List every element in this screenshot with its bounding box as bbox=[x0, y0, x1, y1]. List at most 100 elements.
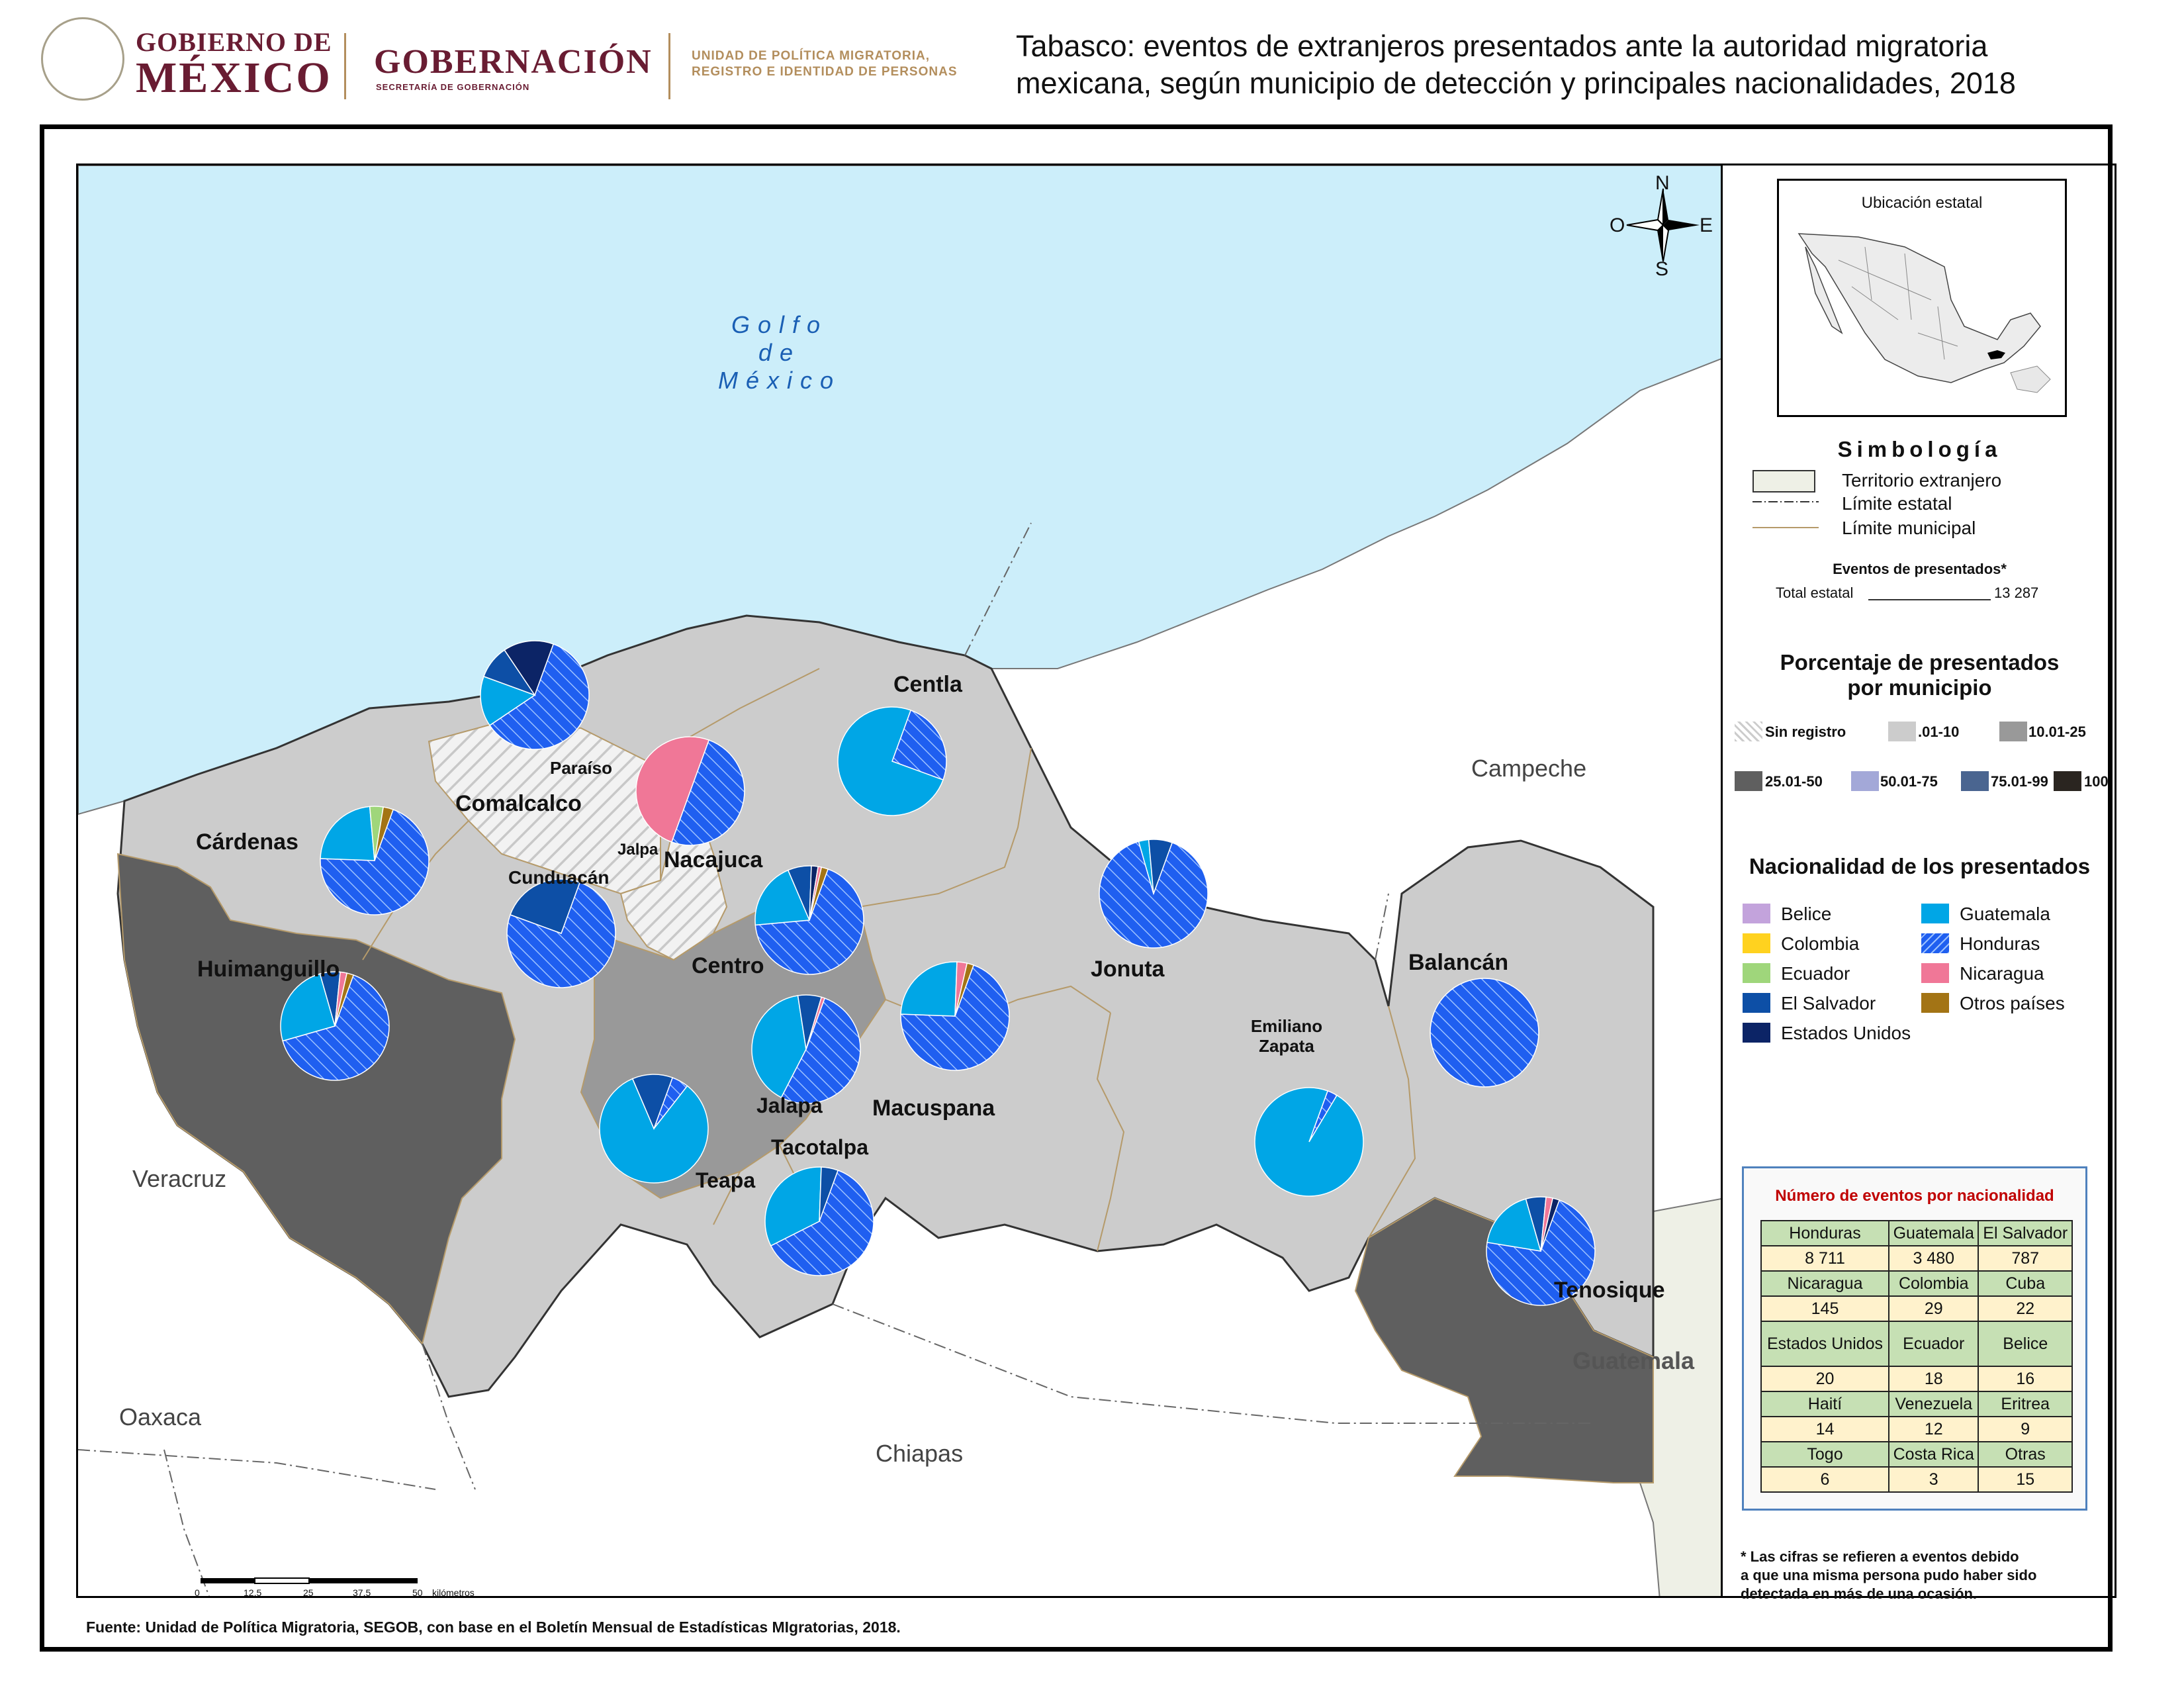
pie-slice-macuspana-guatemala bbox=[900, 961, 958, 1017]
nat-title: Nacionalidad de los presentados bbox=[1749, 854, 2091, 878]
ministry-sub: SECRETARÍA DE GOBERNACIÓN bbox=[376, 82, 530, 92]
events-title: Eventos de presentados* bbox=[1833, 561, 2007, 577]
label-tenosique: Tenosique bbox=[1554, 1278, 1665, 1303]
scale-tick-2: 25 bbox=[303, 1587, 314, 1598]
table-cell: 9 bbox=[1978, 1416, 2073, 1442]
label-veracruz: Veracruz bbox=[132, 1165, 227, 1192]
pie-slice-nacajuca-nicaragua bbox=[635, 736, 710, 843]
pie-slice-cunduacan-el-salvador bbox=[510, 878, 581, 934]
pie-slice-emiliano_zapata-guatemala bbox=[1254, 1087, 1364, 1197]
pct-label-6: 100 bbox=[2084, 773, 2109, 790]
table-cell: Honduras bbox=[1760, 1220, 1890, 1246]
pie-slice-teapa-el-salvador bbox=[631, 1074, 674, 1131]
pie-slice-centro-guatemala bbox=[754, 869, 811, 926]
pie-slice-nacajuca-honduras bbox=[670, 739, 745, 846]
pct-label-2: 10.01-25 bbox=[2028, 724, 2086, 740]
swatch-state-limit bbox=[1752, 501, 1819, 502]
label-teapa: Teapa bbox=[696, 1168, 756, 1192]
pct-title-1: Porcentaje de presentados bbox=[1780, 650, 2060, 675]
label-cardenas: Cárdenas bbox=[196, 829, 298, 855]
nat-swatch-colombia bbox=[1743, 933, 1770, 953]
pie-slice-jalapa-nicaragua bbox=[805, 996, 826, 1050]
footnote: * Las cifras se refieren a eventos debid… bbox=[1741, 1548, 2085, 1603]
events-leader-line bbox=[1868, 599, 1991, 600]
scale-tick-3: 37.5 bbox=[353, 1587, 371, 1598]
pie-slice-cardenas-honduras bbox=[320, 809, 430, 915]
table-cell: 16 bbox=[1978, 1366, 2073, 1392]
scale-unit: kilómetros bbox=[432, 1587, 475, 1598]
ministry-name: GOBERNACIÓN bbox=[374, 43, 653, 81]
pie-slice-teapa-guatemala bbox=[599, 1078, 709, 1184]
pct-swatch-2 bbox=[1999, 722, 2027, 741]
label-jonuta: Jonuta bbox=[1091, 957, 1165, 982]
pct-label-4: 50.01-75 bbox=[1880, 773, 1938, 790]
nat-swatch-ecuador bbox=[1743, 963, 1770, 983]
nat-label-nicaragua: Nicaragua bbox=[1960, 963, 2044, 984]
legend-title: Simbología bbox=[1837, 437, 2002, 461]
page-title: Tabasco: eventos de extranjeros presenta… bbox=[1016, 28, 2141, 102]
table-cell: 15 bbox=[1978, 1466, 2073, 1493]
table-title: Número de eventos por nacionalidad bbox=[1775, 1187, 2054, 1205]
nat-label-belice: Belice bbox=[1781, 904, 1832, 924]
pie-slice-cardenas-guatemala bbox=[320, 806, 375, 861]
pie-slice-jonuta-el-salvador bbox=[1148, 839, 1173, 894]
table-cell: Cuba bbox=[1978, 1270, 2073, 1297]
label-oaxaca: Oaxaca bbox=[119, 1403, 202, 1430]
nat-swatch-belice bbox=[1743, 904, 1770, 923]
nat-label-guatemala: Guatemala bbox=[1960, 904, 2050, 924]
compass-o: O bbox=[1610, 214, 1625, 236]
gulf-label-1: Golfo bbox=[731, 311, 829, 338]
table-cell: Haití bbox=[1760, 1391, 1890, 1417]
compass-rose-icon bbox=[1626, 188, 1700, 262]
label-centro: Centro bbox=[692, 953, 764, 978]
jalpa-area bbox=[619, 813, 728, 961]
legend-panel: Ubicación estatal Simbología Territorio … bbox=[1723, 164, 2116, 1598]
table-cell: Estados Unidos bbox=[1760, 1321, 1890, 1367]
label-comalcalco: Comalcalco bbox=[455, 791, 582, 816]
footnote-line3: detectada en más de una ocasión. bbox=[1741, 1585, 1978, 1602]
table-cell: 18 bbox=[1888, 1366, 1979, 1392]
nat-swatch-guatemala bbox=[1921, 904, 1949, 923]
pie-slice-jalapa-guatemala bbox=[751, 995, 807, 1098]
table-cell: Nicaragua bbox=[1760, 1270, 1890, 1297]
huimanguillo-area bbox=[116, 853, 516, 1346]
table-cell: Togo bbox=[1760, 1441, 1890, 1468]
gov-line2: MÉXICO bbox=[136, 54, 332, 102]
scale-tick-0: 0 bbox=[195, 1587, 200, 1598]
pie-slice-macuspana-otros-países bbox=[954, 962, 975, 1017]
pie-slice-tenosique-honduras bbox=[1486, 1199, 1596, 1306]
pct-swatch-4 bbox=[1851, 771, 1879, 791]
table-cell: 8 711 bbox=[1760, 1245, 1890, 1272]
scale-tick-1: 12.5 bbox=[244, 1587, 262, 1598]
pie-slice-cardenas-otros-países bbox=[374, 806, 394, 861]
nat-swatch-otros bbox=[1921, 993, 1949, 1013]
label-chiapas: Chiapas bbox=[876, 1440, 964, 1467]
nat-swatch-honduras bbox=[1921, 933, 1949, 953]
label-centla: Centla bbox=[893, 672, 962, 697]
nat-label-el-salvador: El Salvador bbox=[1781, 993, 1876, 1013]
title-line2: mexicana, según municipio de detección y… bbox=[1016, 66, 2016, 100]
inset-map: Ubicación estatal bbox=[1777, 179, 2067, 417]
map-svg bbox=[78, 165, 1721, 1596]
table-cell: Venezuela bbox=[1888, 1391, 1979, 1417]
table-cell: 3 480 bbox=[1888, 1245, 1979, 1272]
label-emiliano-zapata: Emiliano Zapata bbox=[1250, 1016, 1323, 1056]
nat-swatch-estados-unidos bbox=[1743, 1023, 1770, 1043]
legend-item-foreign: Territorio extranjero bbox=[1842, 470, 2002, 491]
nat-label-otros: Otros países bbox=[1960, 993, 2065, 1013]
table-cell: 14 bbox=[1760, 1416, 1890, 1442]
table-cell: 20 bbox=[1760, 1366, 1890, 1392]
pie-slice-tenosique-estados-unidos bbox=[1540, 1197, 1561, 1252]
swatch-municipal-limit bbox=[1752, 527, 1819, 528]
gulf-label-2: de bbox=[758, 339, 801, 366]
nat-swatch-el-salvador bbox=[1743, 993, 1770, 1013]
nat-label-colombia: Colombia bbox=[1781, 933, 1860, 954]
scale-bar bbox=[201, 1577, 418, 1584]
pie-slice-huimanguillo-otros-países bbox=[334, 972, 355, 1027]
footnote-line1: * Las cifras se refieren a eventos debid… bbox=[1741, 1548, 2019, 1565]
nat-label-estados-unidos: Estados Unidos bbox=[1781, 1023, 1911, 1043]
label-jalpa: Jalpa bbox=[617, 841, 659, 859]
label-jalapa: Jalapa bbox=[756, 1094, 823, 1117]
pie-slice-tacotalpa-guatemala bbox=[764, 1166, 822, 1246]
nat-label-honduras: Honduras bbox=[1960, 933, 2040, 954]
